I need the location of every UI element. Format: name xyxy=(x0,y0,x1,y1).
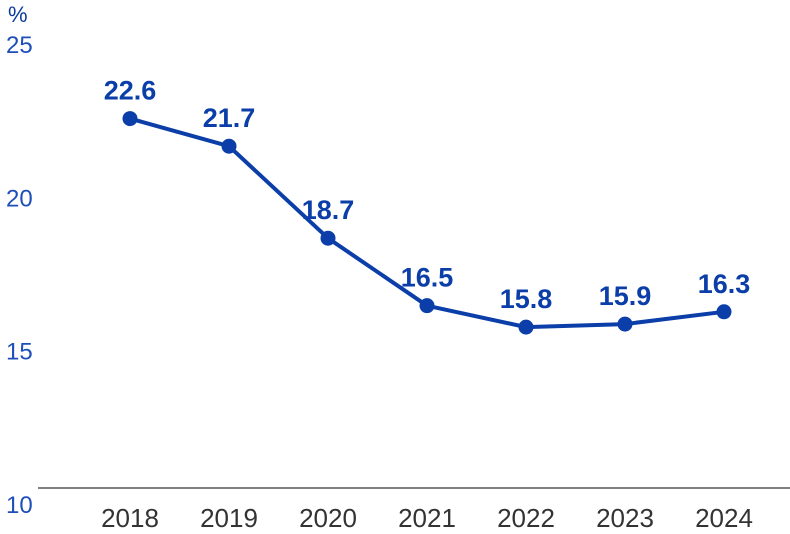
x-tick-label: 2019 xyxy=(200,503,258,533)
data-point xyxy=(221,138,237,154)
y-axis-ticks: 25 20 15 10 xyxy=(6,32,33,519)
x-tick-label: 2023 xyxy=(596,503,654,533)
data-labels: 22.6 21.7 18.7 16.5 15.8 15.9 16.3 xyxy=(104,76,751,315)
data-point xyxy=(617,316,633,332)
x-tick-label: 2018 xyxy=(101,503,159,533)
data-label: 18.7 xyxy=(302,195,355,225)
data-point xyxy=(419,298,435,314)
data-label: 16.5 xyxy=(401,263,454,293)
data-point xyxy=(320,230,336,246)
y-tick-label: 10 xyxy=(6,492,33,519)
data-point xyxy=(122,111,138,127)
y-tick-label: 25 xyxy=(6,32,33,59)
data-point xyxy=(518,319,534,335)
x-tick-label: 2024 xyxy=(695,503,753,533)
y-axis-unit-label: % xyxy=(8,2,28,27)
data-label: 15.9 xyxy=(599,281,652,311)
x-tick-label: 2021 xyxy=(398,503,456,533)
data-label: 22.6 xyxy=(104,76,157,106)
data-point xyxy=(716,304,732,320)
y-tick-label: 20 xyxy=(6,185,33,212)
data-points xyxy=(122,111,732,335)
data-label: 16.3 xyxy=(698,269,751,299)
y-tick-label: 15 xyxy=(6,339,33,366)
x-tick-label: 2020 xyxy=(299,503,357,533)
data-label: 15.8 xyxy=(500,284,553,314)
x-axis-ticks: 2018 2019 2020 2021 2022 2023 2024 xyxy=(101,503,753,533)
data-label: 21.7 xyxy=(203,103,256,133)
x-tick-label: 2022 xyxy=(497,503,555,533)
